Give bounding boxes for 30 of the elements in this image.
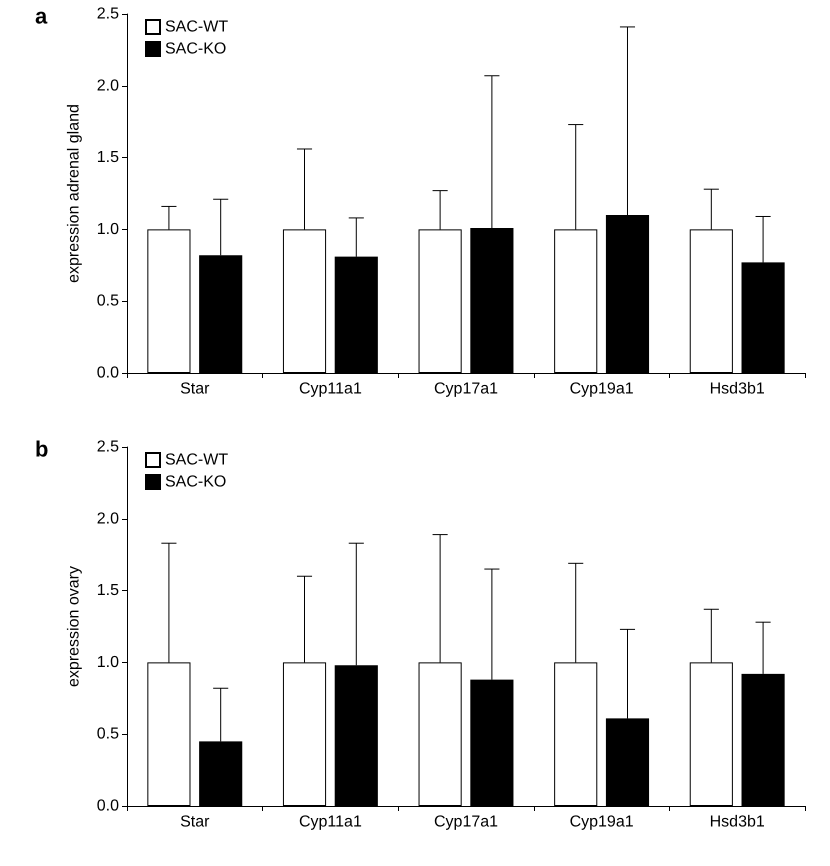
x-tick-label: Cyp17a1: [434, 380, 498, 398]
x-tick-label: Star: [180, 380, 210, 398]
y-tick-label: 2.0: [96, 77, 120, 94]
y-tick-label: 0.0: [96, 364, 120, 382]
x-tick-label: Hsd3b1: [710, 380, 765, 398]
x-tick-label: Cyp11a1: [298, 380, 362, 398]
legend-label: SAC-KO: [165, 40, 226, 58]
y-tick-label: 2.5: [96, 438, 120, 456]
y-tick-label: 0.5: [96, 292, 120, 310]
x-tick-label: Hsd3b1: [710, 814, 765, 830]
y-tick-label: 2.5: [96, 6, 120, 22]
y-tick-label: 1.0: [96, 220, 120, 238]
x-tick-label: Cyp19a1: [570, 380, 634, 398]
chart-title: a: [35, 4, 48, 28]
x-tick-label: Cyp11a1: [298, 814, 362, 830]
chart-title: b: [35, 436, 48, 462]
x-tick-label: Star: [180, 814, 210, 830]
y-axis-title: expression adrenal gland: [66, 104, 82, 283]
y-tick-label: 0.5: [96, 726, 120, 743]
y-tick-label: 1.5: [96, 582, 120, 600]
y-tick-label: 2.0: [96, 510, 120, 528]
y-tick-label: 0.0: [96, 798, 120, 814]
x-tick-label: Cyp19a1: [570, 814, 634, 830]
y-tick-label: 1.0: [96, 654, 120, 671]
y-tick-label: 1.5: [96, 149, 120, 166]
legend-label: SAC-WT: [165, 452, 228, 468]
y-axis-title: expression ovary: [66, 566, 82, 687]
x-tick-label: Cyp17a1: [434, 814, 498, 830]
legend-label: SAC-KO: [165, 474, 226, 490]
legend-label: SAC-WT: [165, 18, 228, 36]
